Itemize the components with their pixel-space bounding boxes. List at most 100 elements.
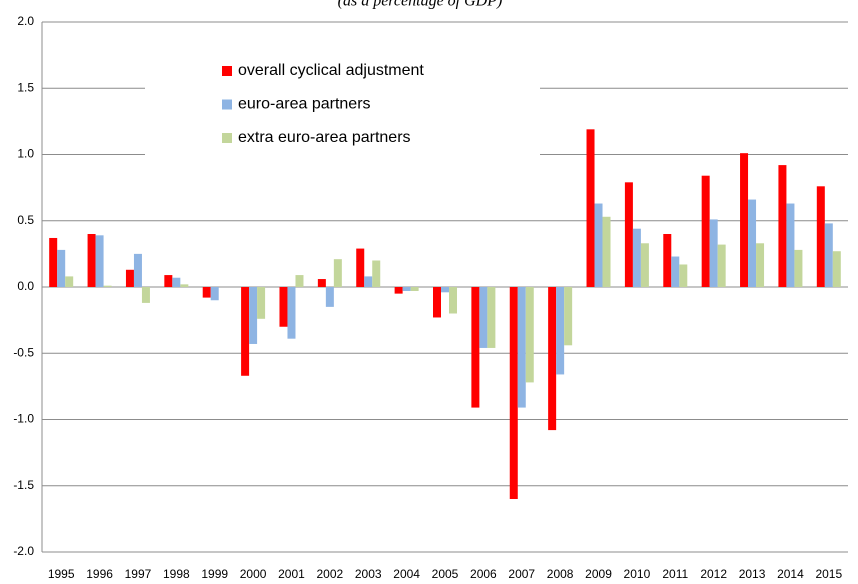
bar [471, 287, 480, 408]
legend-swatch [222, 99, 232, 110]
y-tick-label: 2.0 [17, 14, 34, 28]
y-tick-label: -2.0 [13, 544, 34, 558]
legend-swatch [222, 133, 232, 143]
bar [816, 186, 825, 287]
x-tick-label: 2005 [432, 567, 459, 581]
bar [671, 256, 680, 287]
x-tick-label: 2000 [240, 567, 267, 581]
bar [794, 249, 803, 287]
bar [564, 287, 573, 346]
bar [65, 276, 74, 287]
bar [517, 287, 526, 408]
bar [709, 219, 718, 287]
bar [103, 285, 112, 287]
bar [832, 251, 841, 287]
bar [133, 253, 142, 287]
bar [786, 203, 795, 287]
bar [172, 277, 181, 287]
bar [279, 287, 288, 327]
bar [548, 287, 557, 431]
x-tick-label: 2015 [815, 567, 842, 581]
bar [57, 249, 66, 287]
bar [479, 287, 488, 348]
bar [410, 287, 419, 291]
bar [180, 284, 189, 287]
x-tick-label: 2002 [317, 567, 344, 581]
legend-swatch [222, 66, 232, 76]
bar [740, 153, 749, 287]
y-tick-label: 1.5 [17, 80, 34, 94]
bar [95, 235, 104, 287]
bar [141, 287, 150, 303]
legend: overall cyclical adjustment euro-area par… [145, 58, 540, 158]
bar [824, 223, 833, 287]
legend-label: euro-area partners [238, 96, 371, 113]
bar [778, 165, 787, 287]
bar [556, 287, 565, 375]
legend-box [145, 58, 540, 158]
bar [125, 269, 134, 287]
bar [333, 259, 342, 287]
bar [748, 199, 757, 287]
legend-label: extra euro-area partners [238, 129, 411, 146]
x-tick-label: 2010 [624, 567, 651, 581]
bar [509, 287, 518, 499]
bar [487, 287, 496, 348]
bar [624, 182, 633, 287]
bar [701, 175, 710, 287]
bar [295, 275, 304, 287]
x-tick-label: 2011 [662, 567, 688, 581]
bar [663, 234, 672, 287]
bar [372, 260, 381, 287]
bar [210, 287, 219, 301]
bar [679, 264, 688, 287]
bar [402, 287, 411, 291]
bar [202, 287, 211, 298]
bar [594, 203, 603, 287]
x-tick-label: 2014 [777, 567, 804, 581]
x-tick-label: 1998 [163, 567, 190, 581]
bar [640, 243, 649, 287]
bar [241, 287, 250, 376]
bar [586, 129, 595, 287]
bar [257, 287, 266, 319]
bar [449, 287, 457, 314]
bar [164, 275, 173, 287]
bar [49, 237, 58, 287]
bar [756, 243, 765, 287]
legend-label: overall cyclical adjustment [238, 62, 424, 79]
x-tick-label: 2007 [508, 567, 535, 581]
y-tick-label: -0.5 [13, 345, 34, 359]
x-tick-label: 2003 [355, 567, 382, 581]
bar [717, 244, 726, 287]
x-tick-label: 2006 [470, 567, 497, 581]
x-tick-label: 1999 [201, 567, 228, 581]
bar [602, 216, 611, 287]
bar [441, 287, 449, 293]
x-tick-label: 2013 [739, 567, 766, 581]
bar [317, 279, 326, 287]
bar [364, 276, 373, 287]
x-tick-label: 1995 [48, 567, 75, 581]
bar [394, 287, 403, 294]
bar [433, 287, 441, 318]
bar [249, 287, 258, 344]
y-tick-label: -1.5 [13, 478, 34, 492]
bar [632, 228, 641, 287]
x-tick-label: 2004 [393, 567, 420, 581]
x-tick-label: 1996 [86, 567, 113, 581]
y-tick-label: 0.5 [17, 213, 34, 227]
x-tick-label: 2012 [700, 567, 727, 581]
y-tick-label: 0.0 [17, 279, 34, 293]
x-tick-label: 2009 [585, 567, 612, 581]
y-tick-label: -1.0 [13, 412, 34, 426]
x-tick-label: 1997 [125, 567, 152, 581]
y-tick-label: 1.0 [17, 147, 34, 161]
x-tick-label: 2001 [278, 567, 305, 581]
bar [87, 234, 96, 287]
x-tick-label: 2008 [547, 567, 574, 581]
chart-subtitle: (as a percentage of GDP) [338, 0, 503, 10]
bar [287, 287, 296, 339]
bar [325, 287, 334, 307]
